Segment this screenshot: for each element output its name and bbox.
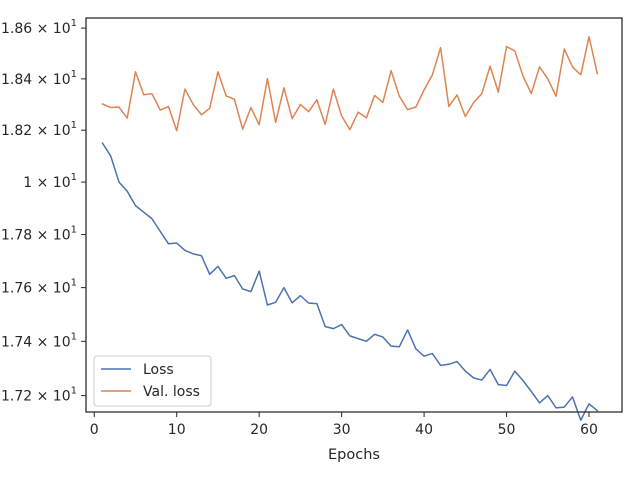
y-tick-mantissa: 1.84 bbox=[1, 72, 32, 88]
y-tick-times: × bbox=[32, 72, 53, 88]
y-tick-times: × bbox=[32, 175, 53, 191]
plot-frame bbox=[85, 17, 623, 413]
legend-label-1: Loss bbox=[143, 362, 174, 378]
series-line-2 bbox=[101, 35, 599, 132]
y-tick-base: 10 bbox=[53, 123, 71, 139]
y-tick-label: 1.86 × 101 bbox=[1, 18, 77, 37]
x-axis-label: Epochs bbox=[328, 447, 380, 463]
x-tick-label: 0 bbox=[90, 422, 99, 438]
x-tick-label: 10 bbox=[168, 422, 186, 438]
y-tick-mantissa: 1.72 bbox=[1, 389, 32, 405]
y-tick-mantissa: 1.82 bbox=[1, 123, 32, 139]
y-tick-label: 1.84 × 101 bbox=[1, 69, 77, 88]
y-tick-base: 10 bbox=[53, 389, 71, 405]
y-tick-exponent: 1 bbox=[71, 386, 77, 397]
y-tick-base: 10 bbox=[53, 228, 71, 244]
plot-area bbox=[86, 18, 622, 412]
y-tick-exponent: 1 bbox=[71, 18, 77, 29]
y-tick-label: 1.76 × 101 bbox=[1, 278, 77, 297]
x-tick-label: 50 bbox=[498, 422, 516, 438]
y-tick-mantissa: 1.76 bbox=[1, 281, 32, 297]
y-tick-base: 10 bbox=[53, 281, 71, 297]
y-tick-base: 10 bbox=[53, 334, 71, 350]
series-line-1 bbox=[101, 142, 599, 421]
y-tick-exponent: 1 bbox=[71, 331, 77, 342]
y-tick-times: × bbox=[32, 281, 53, 297]
legend-label-2: Val. loss bbox=[143, 384, 200, 400]
x-tick-label: 20 bbox=[250, 422, 268, 438]
y-tick-label: 1.72 × 101 bbox=[1, 386, 77, 405]
y-tick-times: × bbox=[32, 123, 53, 139]
x-tick-label: 40 bbox=[415, 422, 433, 438]
x-axis-ticks: 0 10 20 30 40 50 60 bbox=[90, 412, 598, 438]
y-tick-mantissa: 1.78 bbox=[1, 228, 32, 244]
y-tick-base: 10 bbox=[53, 21, 71, 37]
y-tick-label: 1.82 × 101 bbox=[1, 120, 77, 139]
y-tick-mantissa: 1 bbox=[23, 175, 32, 191]
y-tick-times: × bbox=[32, 228, 53, 244]
x-tick-label: 60 bbox=[580, 422, 598, 438]
y-tick-label: 1 × 101 bbox=[23, 172, 77, 191]
y-tick-mantissa: 1.86 bbox=[1, 21, 32, 37]
y-tick-times: × bbox=[32, 389, 53, 405]
y-tick-base: 10 bbox=[53, 72, 71, 88]
y-tick-times: × bbox=[32, 334, 53, 350]
x-tick-label: 30 bbox=[333, 422, 351, 438]
legend: Loss Val. loss bbox=[93, 355, 212, 407]
y-tick-exponent: 1 bbox=[71, 225, 77, 236]
y-tick-exponent: 1 bbox=[71, 278, 77, 289]
y-tick-label: 1.78 × 101 bbox=[1, 225, 77, 244]
y-tick-exponent: 1 bbox=[71, 172, 77, 183]
y-tick-base: 10 bbox=[53, 175, 71, 191]
y-tick-label: 1.74 × 101 bbox=[1, 331, 77, 350]
y-tick-times: × bbox=[32, 21, 53, 37]
y-tick-exponent: 1 bbox=[71, 69, 77, 80]
y-tick-exponent: 1 bbox=[71, 120, 77, 131]
series-layer bbox=[101, 35, 599, 421]
y-tick-mantissa: 1.74 bbox=[1, 334, 32, 350]
